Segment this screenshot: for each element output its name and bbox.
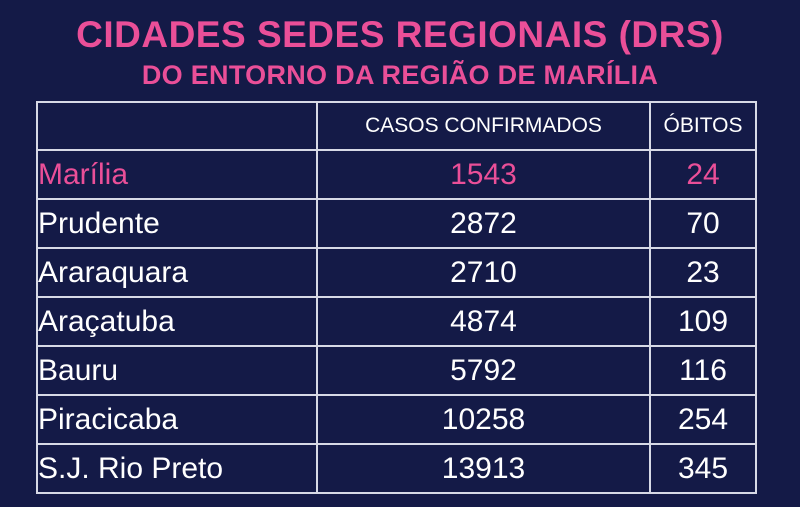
cases-cell: 4874: [316, 296, 651, 347]
deaths-cell: 24: [649, 149, 757, 200]
header-confirmed-cases: CASOS CONFIRMADOS: [316, 101, 651, 151]
deaths-cell: 23: [649, 247, 757, 298]
table-row: Piracicaba 10258 254: [36, 394, 757, 445]
table-row: Araçatuba 4874 109: [36, 296, 757, 347]
page-title: CIDADES SEDES REGIONAIS (DRS): [76, 14, 724, 55]
deaths-cell: 254: [649, 394, 757, 445]
header-city: [36, 101, 318, 151]
cases-cell: 5792: [316, 345, 651, 396]
table-row: S.J. Rio Preto 13913 345: [36, 443, 757, 494]
deaths-cell: 345: [649, 443, 757, 494]
cases-cell: 2872: [316, 198, 651, 249]
deaths-cell: 70: [649, 198, 757, 249]
city-cell: Araçatuba: [36, 296, 318, 347]
city-cell: Araraquara: [36, 247, 318, 298]
city-cell: S.J. Rio Preto: [36, 443, 318, 494]
cases-cell: 1543: [316, 149, 651, 200]
header-deaths: ÓBITOS: [649, 101, 757, 151]
cases-cell: 10258: [316, 394, 651, 445]
page-subtitle: DO ENTORNO DA REGIÃO DE MARÍLIA: [141, 60, 659, 90]
city-cell: Prudente: [36, 198, 318, 249]
cases-cell: 13913: [316, 443, 651, 494]
drs-table: CASOS CONFIRMADOS ÓBITOS Marília 1543 24…: [36, 101, 757, 494]
deaths-cell: 116: [649, 345, 757, 396]
deaths-cell: 109: [649, 296, 757, 347]
table-row: Marília 1543 24: [36, 149, 757, 200]
table-row: Bauru 5792 116: [36, 345, 757, 396]
city-cell: Piracicaba: [36, 394, 318, 445]
table-row: Araraquara 2710 23: [36, 247, 757, 298]
table-row: Prudente 2872 70: [36, 198, 757, 249]
city-cell: Bauru: [36, 345, 318, 396]
cases-cell: 2710: [316, 247, 651, 298]
city-cell: Marília: [36, 149, 318, 200]
table-header-row: CASOS CONFIRMADOS ÓBITOS: [36, 101, 757, 151]
